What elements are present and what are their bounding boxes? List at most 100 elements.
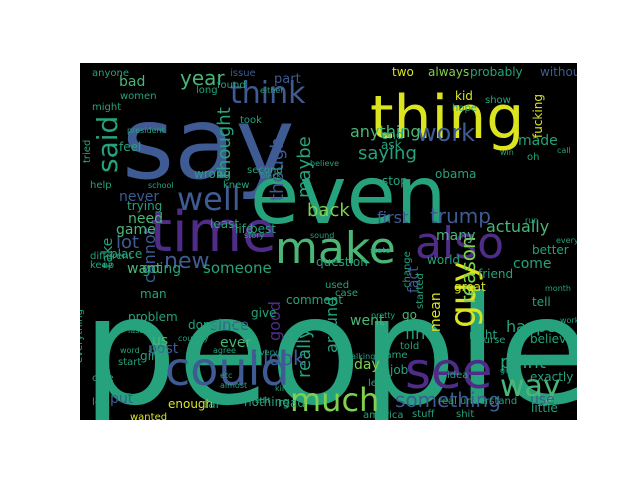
word-never: never: [119, 189, 159, 205]
word-show: show: [485, 95, 511, 106]
word-feel: feel: [119, 140, 141, 154]
word-knew: knew: [223, 180, 249, 191]
word-play: play: [535, 320, 556, 331]
word-girl: girl: [140, 349, 159, 363]
word-long: long: [196, 85, 218, 96]
word-back: back: [307, 200, 350, 221]
word-anyone: anyone: [92, 68, 129, 79]
word-came: came: [380, 350, 408, 361]
word-someone: someone: [203, 259, 272, 277]
word-bad: bad: [119, 74, 145, 90]
word-worked: worked: [560, 316, 577, 325]
word-actually: actually: [486, 217, 549, 236]
word-see: see: [405, 342, 493, 400]
word-keep: keep: [90, 260, 114, 271]
word-run: run: [525, 216, 538, 225]
word-pretty: pretty: [371, 311, 395, 320]
word-every: every: [255, 348, 278, 357]
word-kind: kind: [275, 384, 292, 393]
word-person: person: [208, 320, 242, 331]
word-start: start: [118, 357, 141, 368]
word-everything: everything: [80, 309, 85, 363]
word-etc: etc: [220, 371, 232, 380]
word-real: real: [438, 396, 457, 407]
word-nothing: nothing: [244, 395, 290, 409]
word-agree: agree: [213, 346, 236, 355]
word-change: change: [402, 251, 413, 288]
word-something: something: [395, 388, 501, 412]
word-put: put: [110, 391, 134, 407]
word-reason: reason: [456, 236, 480, 304]
word-look: look: [263, 346, 305, 370]
word-point: point: [500, 352, 546, 373]
word-president: president: [127, 126, 165, 135]
word-game: game: [116, 222, 156, 238]
word-issue: issue: [230, 68, 256, 79]
word-problem: problem: [128, 310, 178, 324]
word-different: different: [90, 251, 133, 262]
word-kid: kid: [455, 89, 473, 103]
word-hope: hope: [452, 103, 477, 114]
word-course: course: [472, 335, 505, 346]
word-word: word: [120, 346, 140, 355]
word-let: let: [92, 397, 105, 408]
word-used: used: [325, 280, 349, 291]
word-ever: ever: [220, 335, 252, 351]
word-maybe: maybe: [294, 136, 315, 198]
word-even: even: [250, 149, 446, 242]
word-trump: trump: [430, 204, 491, 228]
word-thought: thought: [214, 107, 235, 178]
word-place: place: [110, 247, 142, 261]
word-made: made: [518, 133, 558, 149]
word-said: said: [91, 116, 124, 173]
word-win: win: [500, 148, 514, 157]
word-lot: lot: [116, 232, 139, 253]
word-took: took: [240, 115, 262, 126]
word-wanted: wanted: [130, 412, 167, 420]
word-second: second: [247, 165, 283, 176]
word-year: year: [180, 66, 225, 90]
word-got: got: [500, 366, 513, 375]
word-exactly: exactly: [530, 370, 573, 384]
word-first: first: [377, 208, 408, 227]
word-since: since: [210, 316, 249, 334]
word-left: left: [368, 378, 384, 389]
word-always: always: [428, 65, 469, 79]
word-far: far: [204, 397, 221, 411]
word-happen: happen: [506, 317, 566, 336]
word-great: great: [454, 280, 486, 294]
word-good: good: [265, 301, 284, 341]
word-wrong: wrong: [194, 167, 231, 181]
word-help: help: [90, 180, 112, 191]
word-life: life: [235, 222, 253, 236]
word-school: school: [148, 181, 174, 190]
word-need: need: [128, 211, 163, 227]
word-mean: mean: [428, 292, 444, 332]
word-country: country: [178, 334, 209, 343]
word-went: went: [350, 313, 385, 329]
word-edit: edit: [255, 396, 270, 405]
word-trying: trying: [127, 199, 162, 213]
word-either: either: [260, 86, 284, 95]
word-believe: believe: [530, 332, 574, 346]
word-new: new: [164, 249, 209, 274]
word-last: last: [128, 326, 142, 335]
word-might: might: [92, 102, 121, 113]
word-right: right: [469, 328, 497, 342]
word-really: really: [294, 328, 315, 378]
word-care: care: [92, 373, 114, 384]
word-find: find: [405, 324, 435, 343]
word-stuff: stuff: [412, 409, 435, 420]
word-obama: obama: [435, 167, 476, 181]
word-sound: sound: [310, 231, 334, 240]
word-almost: almost: [220, 381, 247, 390]
word-women: women: [120, 91, 157, 102]
word-us: us: [152, 333, 168, 349]
word-anything: anything: [350, 122, 421, 141]
word-two: two: [392, 65, 414, 79]
word-comment: comment: [286, 293, 343, 307]
word-way: way: [500, 369, 561, 404]
word-shit: shit: [456, 409, 474, 420]
word-started: started: [415, 273, 426, 309]
word-take: take: [100, 238, 116, 268]
